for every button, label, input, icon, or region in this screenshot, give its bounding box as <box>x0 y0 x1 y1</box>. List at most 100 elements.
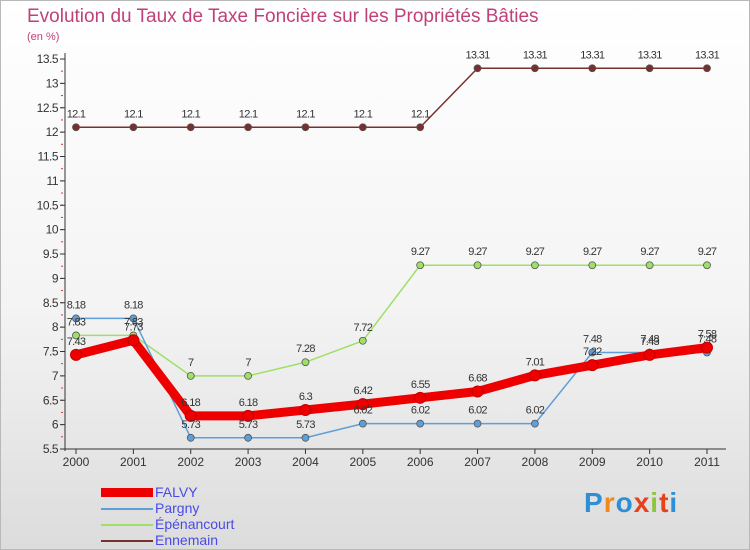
line-chart-plot: 5.566.577.588.599.51010.51111.51212.5131… <box>37 49 726 469</box>
data-label: 9.27 <box>698 246 717 258</box>
y-tick-label: 10.5 <box>37 198 59 212</box>
data-point <box>531 64 539 73</box>
data-label: 7.83 <box>67 316 86 328</box>
data-label: 8.18 <box>67 299 86 311</box>
x-tick-label: 2001 <box>120 455 147 469</box>
data-label: 9.27 <box>411 246 430 258</box>
data-point <box>588 348 597 357</box>
logo-letter: t <box>659 487 670 518</box>
data-point <box>531 261 539 270</box>
data-label: 7.48 <box>698 333 717 345</box>
data-label: 9.27 <box>583 246 602 258</box>
data-point <box>531 419 539 428</box>
y-tick-label: 9.5 <box>43 247 59 261</box>
data-point <box>703 64 711 73</box>
data-point <box>645 64 654 73</box>
data-point <box>588 261 597 270</box>
series-line-pargny <box>75 317 708 439</box>
logo-letter: i <box>650 487 660 518</box>
data-label: 6.02 <box>526 405 545 417</box>
data-label: 7.48 <box>583 333 602 345</box>
data-label: 13.31 <box>523 49 548 61</box>
data-point <box>127 334 140 347</box>
y-tick-label: 7 <box>52 369 59 383</box>
data-label: 7.73 <box>124 321 143 333</box>
data-point <box>356 398 369 411</box>
data-label: 13.31 <box>466 49 491 61</box>
x-tick-label: 2006 <box>407 455 434 469</box>
data-label: 6.3 <box>299 391 313 403</box>
data-point <box>645 261 654 270</box>
legend-swatch <box>101 540 153 542</box>
x-tick-label: 2007 <box>464 455 491 469</box>
data-point <box>586 359 599 372</box>
legend-label: FALVY <box>155 484 198 500</box>
y-unit-label: (en %) <box>27 31 60 43</box>
y-tick-label: 11.5 <box>38 150 59 164</box>
logo-letter: o <box>615 487 634 518</box>
data-point <box>244 123 252 132</box>
data-point <box>301 433 310 442</box>
data-point <box>358 123 367 132</box>
data-point <box>186 371 195 380</box>
x-tick-label: 2011 <box>694 455 720 469</box>
chart-title: Evolution du Taux de Taxe Foncière sur l… <box>27 6 539 27</box>
data-point <box>242 409 255 422</box>
data-point <box>301 358 310 367</box>
x-tick-label: 2003 <box>235 455 262 469</box>
data-label: 6.02 <box>411 405 430 417</box>
data-point <box>301 123 310 132</box>
data-point <box>473 64 482 73</box>
data-label: 7.83 <box>124 316 143 328</box>
data-label: 6.42 <box>354 385 373 397</box>
series-line-ennemain <box>75 67 708 128</box>
logo-letter: P <box>584 487 604 518</box>
x-tick-label: 2009 <box>579 455 606 469</box>
data-point <box>358 419 367 428</box>
data-label: 12.1 <box>296 108 315 120</box>
data-label: 9.27 <box>468 246 487 258</box>
data-point <box>471 385 484 398</box>
data-label: 6.68 <box>468 372 487 384</box>
data-label: 7.48 <box>640 333 659 345</box>
data-point <box>70 348 82 361</box>
data-point <box>186 433 195 442</box>
data-label: 5.73 <box>181 419 200 431</box>
data-label: 13.31 <box>638 49 663 61</box>
y-tick-label: 12.5 <box>37 101 59 115</box>
data-point <box>129 123 138 132</box>
data-point <box>416 419 425 428</box>
data-label: 6.55 <box>411 379 430 391</box>
data-label: 12.1 <box>181 108 200 120</box>
data-label: 7.22 <box>583 346 602 358</box>
data-point <box>72 331 80 340</box>
data-point <box>244 433 252 442</box>
x-tick-label: 2000 <box>63 455 90 469</box>
legend-swatch <box>101 488 153 497</box>
data-label: 9.27 <box>640 246 659 258</box>
x-tick-label: 2010 <box>636 455 663 469</box>
data-label: 7.43 <box>67 336 86 348</box>
logo-letter: i <box>669 487 679 518</box>
data-point <box>72 314 80 323</box>
data-point <box>473 419 482 428</box>
data-point <box>184 409 197 422</box>
y-tick-label: 12 <box>46 125 59 139</box>
data-point <box>244 371 252 380</box>
data-label: 7.01 <box>526 356 545 368</box>
data-point <box>701 341 713 354</box>
data-point <box>473 261 482 270</box>
y-tick-label: 11 <box>47 174 59 188</box>
y-tick-label: 13.5 <box>37 52 59 66</box>
y-tick-label: 6.5 <box>43 393 59 407</box>
data-label: 6.02 <box>468 405 487 417</box>
data-point <box>416 123 425 132</box>
data-point <box>129 314 138 323</box>
legend-label: Pargny <box>155 500 200 516</box>
y-tick-label: 8 <box>52 320 59 334</box>
y-tick-label: 5.5 <box>43 442 59 456</box>
data-point <box>299 404 312 416</box>
legend-label: Épénancourt <box>155 516 235 532</box>
y-tick-label: 13 <box>46 76 59 90</box>
